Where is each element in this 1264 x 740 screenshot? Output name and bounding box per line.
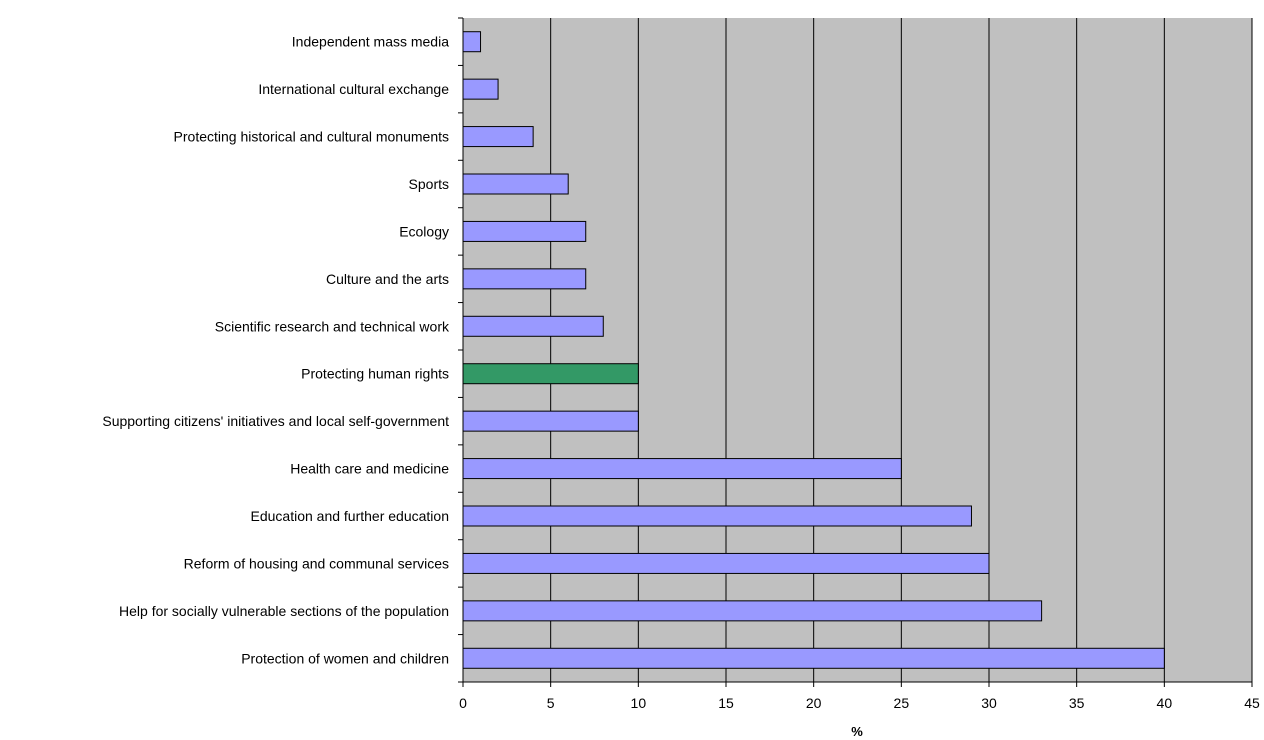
bar — [462, 600, 1043, 622]
category-label: Education and further education — [251, 508, 449, 524]
category-label: Ecology — [399, 223, 449, 239]
category-label: Culture and the arts — [326, 271, 449, 287]
category-labels: Independent mass media International cult… — [102, 34, 450, 667]
x-tick-label: 45 — [1244, 695, 1260, 711]
plot-area — [463, 18, 1252, 682]
bar — [462, 552, 990, 574]
x-tick-label: 15 — [718, 695, 734, 711]
category-label: Reform of housing and communal services — [184, 555, 449, 571]
bar — [462, 505, 972, 527]
x-tick-label: 0 — [459, 695, 467, 711]
x-tick-label: 5 — [547, 695, 555, 711]
bar — [462, 268, 587, 290]
category-label: Scientific research and technical work — [215, 318, 450, 334]
bar — [462, 410, 639, 432]
category-label: Independent mass media — [292, 34, 449, 50]
gridlines — [550, 18, 1253, 682]
bar — [462, 78, 499, 100]
bar — [462, 363, 639, 385]
x-tick-label: 10 — [631, 695, 647, 711]
bar — [462, 126, 534, 148]
x-tick-label: 25 — [894, 695, 910, 711]
bar — [462, 31, 482, 53]
x-axis-title: % — [851, 724, 863, 739]
category-label: Protection of women and children — [241, 650, 449, 666]
x-tick-label: 30 — [981, 695, 997, 711]
bar — [462, 458, 902, 480]
category-label: Health care and medicine — [290, 461, 449, 477]
category-label: International cultural exchange — [258, 81, 449, 97]
bar — [462, 173, 569, 195]
category-label: Protecting historical and cultural monum… — [174, 129, 449, 145]
category-label: Help for socially vulnerable sections of… — [119, 603, 449, 619]
x-tick-label: 20 — [806, 695, 822, 711]
category-label: Protecting human rights — [301, 366, 449, 382]
x-tick-label: 35 — [1069, 695, 1085, 711]
bar — [462, 220, 587, 242]
category-label: Supporting citizens' initiatives and loc… — [102, 413, 449, 429]
x-tick-labels: 0 5 10 15 20 25 30 35 40 45 — [459, 695, 1260, 711]
axes — [458, 17, 1253, 687]
x-tick-label: 40 — [1157, 695, 1173, 711]
category-label: Sports — [409, 176, 449, 192]
bar — [462, 647, 1165, 669]
bar — [462, 315, 604, 337]
